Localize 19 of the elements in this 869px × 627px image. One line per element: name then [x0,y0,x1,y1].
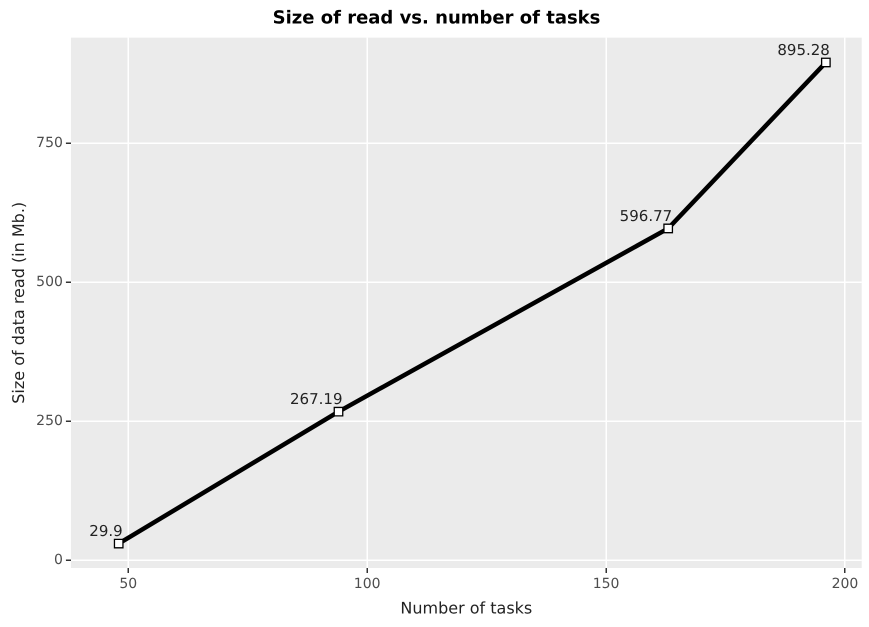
point [114,538,124,548]
data-label: 267.19 [290,390,342,408]
data-label: 29.9 [89,522,123,540]
y-tick-label: 250 [36,412,63,429]
point [663,224,674,234]
chart-title: Size of read vs. number of tasks [272,7,600,28]
data-label: 596.77 [620,206,672,225]
y-tick-label: 750 [36,134,63,151]
y-axis-title: Size of data read (in Mb.) [8,202,28,404]
x-tick-label: 50 [119,576,138,592]
x-tick-label: 200 [832,576,858,592]
x-axis-title: Number of tasks [400,598,532,618]
point [820,58,831,68]
data-label: 895.28 [777,40,830,59]
y-tick-label: 500 [36,274,63,290]
point [334,406,344,417]
x-tick-label: 150 [592,576,620,592]
x-tick-label: 100 [354,576,381,592]
y-tick-label: 0 [54,552,63,568]
